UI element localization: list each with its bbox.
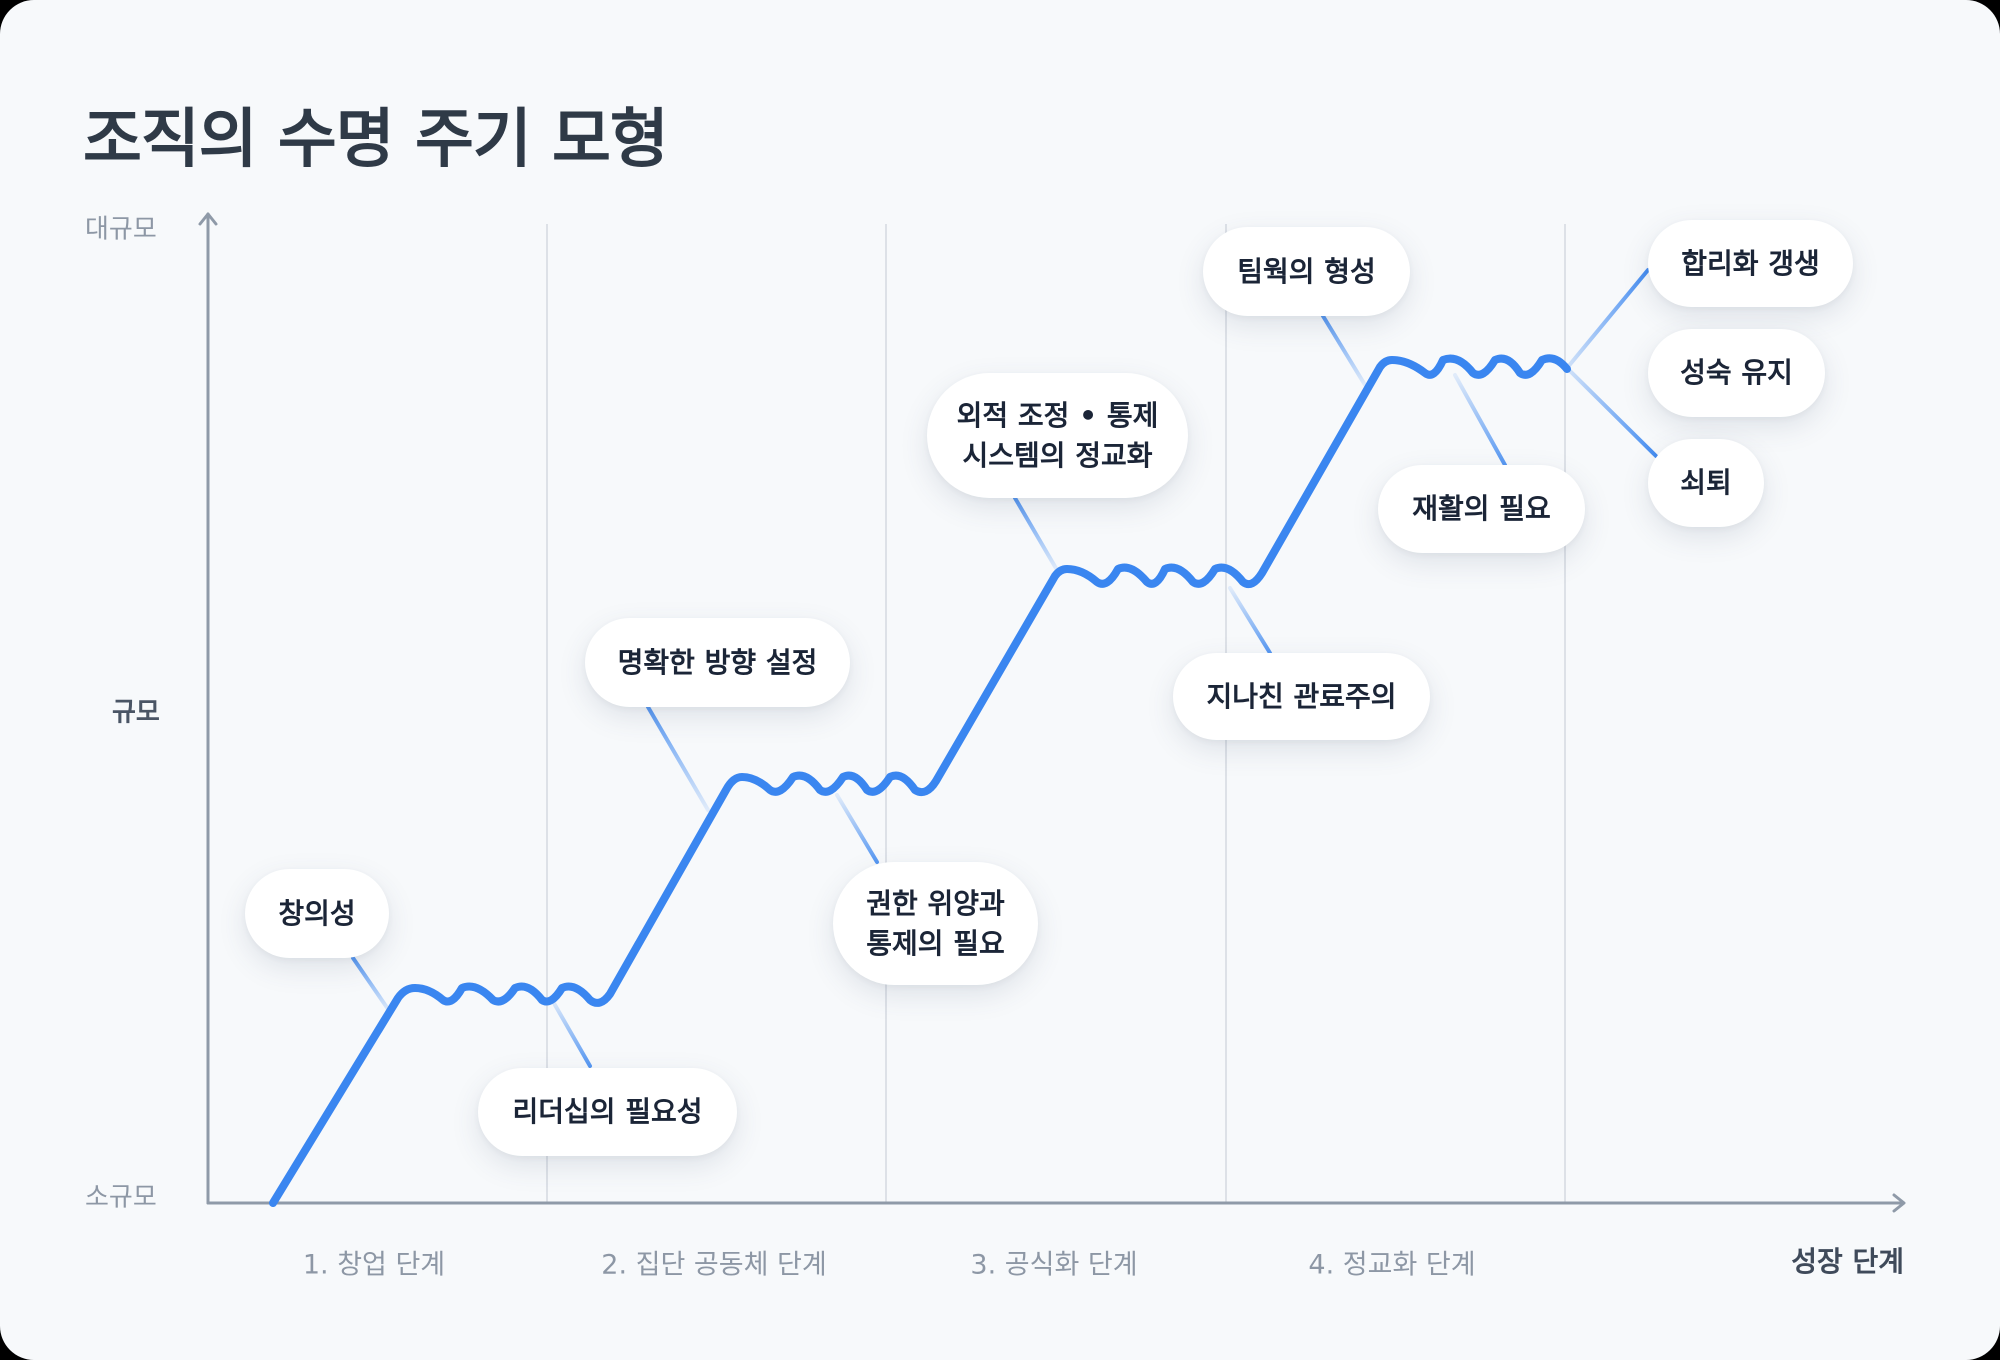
callout-coordination: 외적 조정 • 통제 시스템의 정교화: [927, 373, 1188, 498]
growth-curve: [269, 354, 1571, 1207]
stage-label-2: 2. 집단 공동체 단계: [601, 1249, 827, 1281]
callout-creativity: 창의성: [245, 869, 389, 958]
callout-leadership-crisis: 리더십의 필요성: [478, 1068, 737, 1156]
callout-direction: 명확한 방향 설정: [585, 618, 850, 707]
stage-label-3: 3. 공식화 단계: [970, 1249, 1138, 1281]
x-axis-title: 성장 단계: [1791, 1245, 1904, 1278]
y-axis-top-label: 대규모: [85, 214, 157, 245]
callout-bureaucracy-crisis: 지나친 관료주의: [1173, 653, 1430, 740]
callout-revitalization-crisis: 재활의 필요: [1378, 465, 1585, 553]
callout-teamwork: 팀웍의 형성: [1203, 227, 1410, 316]
callout-outcome-maturity: 성숙 유지: [1648, 329, 1825, 417]
stage-label-1: 1. 창업 단계: [302, 1249, 446, 1281]
y-axis-title: 규모: [112, 697, 160, 728]
stage-label-4: 4. 정교화 단계: [1308, 1249, 1476, 1281]
axes: [198, 212, 1906, 1213]
callout-delegation-crisis: 권한 위양과 통제의 필요: [833, 862, 1038, 985]
callout-connectors: [351, 268, 1658, 1068]
callout-outcome-decline: 쇠퇴: [1648, 439, 1764, 527]
y-axis-bottom-label: 소규모: [85, 1182, 157, 1213]
page-title: 조직의 수명 주기 모형: [83, 103, 669, 177]
callout-outcome-renewal: 합리화 갱생: [1648, 220, 1853, 307]
